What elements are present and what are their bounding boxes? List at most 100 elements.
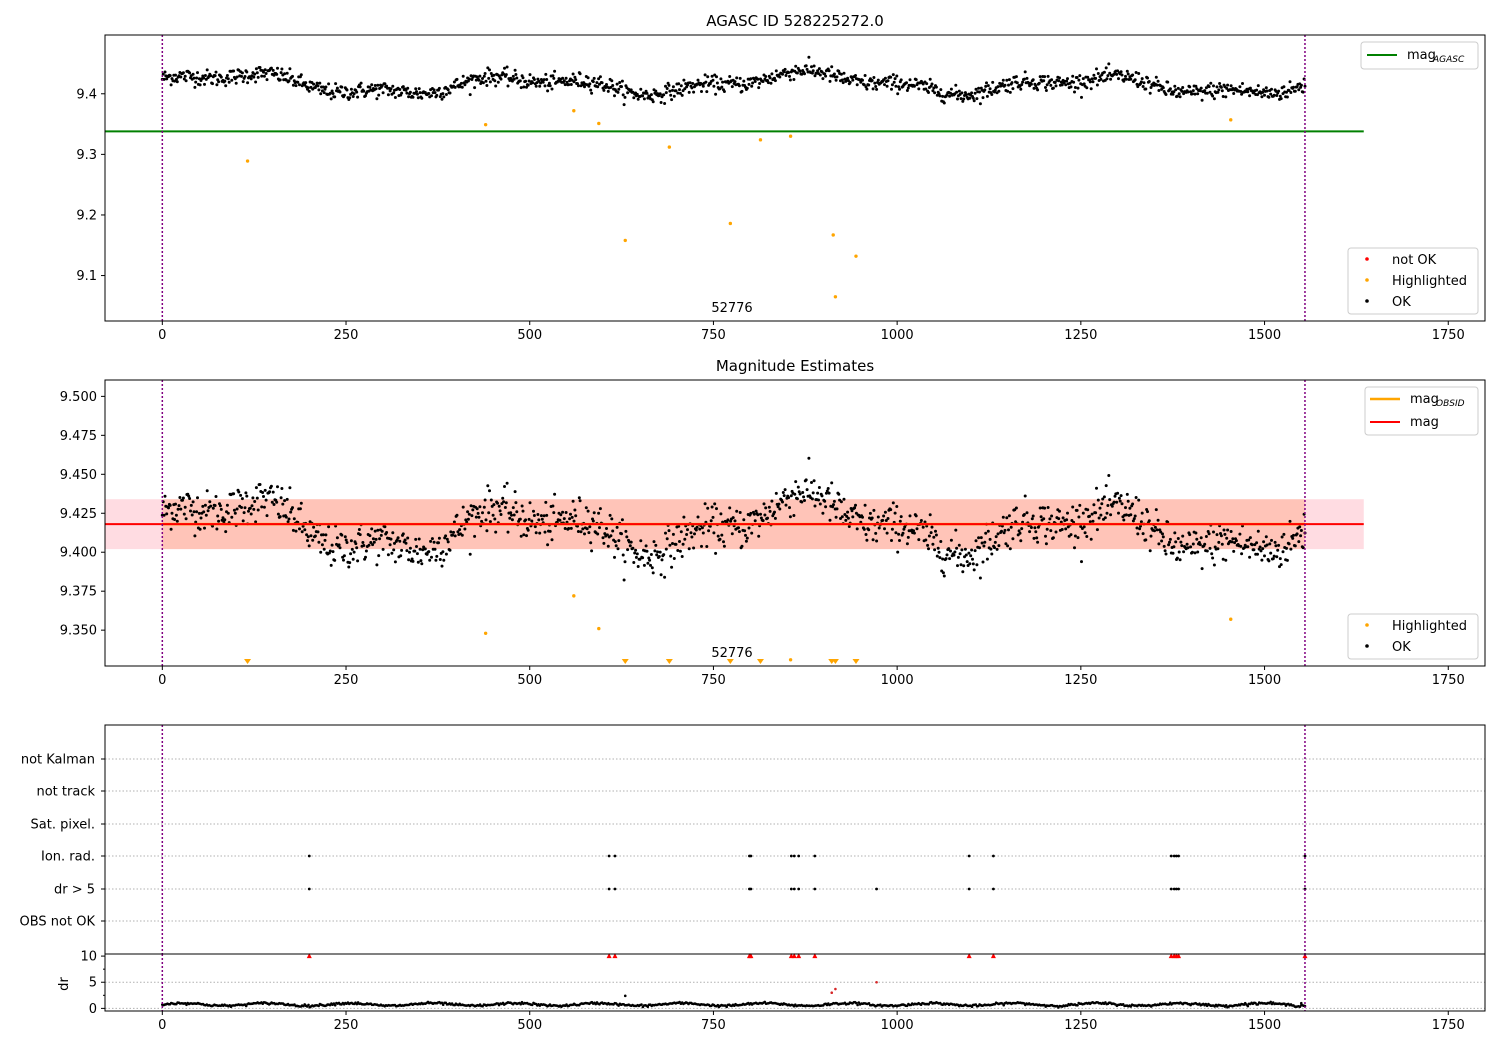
- ok-point: [163, 70, 167, 74]
- ok-point: [671, 88, 674, 92]
- ok-point: [391, 531, 395, 535]
- ok-point: [1174, 88, 1178, 92]
- ok-point: [442, 95, 446, 99]
- ok-point: [1003, 528, 1007, 532]
- ok-point: [414, 537, 418, 541]
- ok-point: [438, 558, 442, 561]
- ok-point: [411, 95, 415, 99]
- ok-point: [1180, 89, 1184, 93]
- ok-point: [1019, 539, 1023, 543]
- ok-point: [853, 506, 857, 510]
- ok-point: [939, 88, 943, 92]
- ok-point: [680, 555, 684, 558]
- ok-point: [583, 532, 586, 536]
- ok-point: [745, 86, 749, 90]
- ok-point: [743, 529, 747, 533]
- ok-point: [375, 563, 379, 567]
- ok-point: [404, 88, 408, 92]
- ok-point: [947, 547, 951, 551]
- ok-point: [1160, 539, 1164, 543]
- ok-point: [817, 498, 820, 502]
- ok-point: [793, 492, 797, 496]
- ok-point: [1256, 529, 1260, 533]
- ok-point: [1262, 540, 1266, 544]
- ok-point: [548, 529, 552, 533]
- ok-point: [610, 517, 614, 521]
- ok-point: [483, 498, 487, 502]
- ok-point: [662, 553, 666, 557]
- ok-point: [863, 503, 867, 507]
- highlighted-point: [1229, 617, 1233, 621]
- ok-point: [534, 84, 538, 88]
- ok-point: [841, 81, 845, 85]
- ok-point: [767, 505, 771, 509]
- ok-point: [349, 552, 353, 556]
- ok-point: [544, 72, 548, 76]
- ok-point: [563, 527, 567, 530]
- panel2-legend-points: Highlighted OK: [1347, 613, 1479, 660]
- ok-point: [1066, 525, 1070, 529]
- y-tick-label: 0: [89, 1002, 97, 1017]
- ok-point: [411, 559, 415, 563]
- ok-point: [756, 513, 760, 517]
- ok-point: [1136, 532, 1140, 536]
- ok-point: [281, 502, 285, 506]
- ok-point: [1011, 87, 1015, 91]
- ok-point: [1021, 80, 1025, 84]
- ok-point: [433, 91, 437, 95]
- ok-point: [1157, 542, 1161, 546]
- ok-point: [872, 508, 876, 512]
- ok-point: [722, 90, 726, 93]
- ok-point: [840, 515, 844, 519]
- ok-point: [890, 527, 894, 531]
- ok-point: [1285, 90, 1288, 94]
- ok-point: [390, 551, 394, 555]
- ok-point: [349, 539, 353, 543]
- ok-point: [437, 536, 441, 540]
- flag-point: [1174, 887, 1178, 891]
- ok-point: [1292, 85, 1295, 89]
- ok-point: [576, 530, 580, 533]
- ok-point: [1295, 85, 1299, 89]
- ok-point: [1161, 532, 1164, 536]
- ok-point: [1260, 558, 1264, 562]
- ok-point: [996, 85, 1000, 89]
- ok-point: [994, 535, 998, 539]
- ok-point: [1054, 84, 1058, 88]
- ok-point: [175, 519, 179, 523]
- ok-point: [162, 77, 166, 81]
- x-tick-label: 1250: [1064, 328, 1097, 343]
- ok-point: [1212, 84, 1215, 88]
- ok-point: [522, 533, 526, 537]
- ok-point: [1043, 506, 1047, 510]
- ok-point: [545, 78, 549, 81]
- ok-point: [1175, 556, 1179, 560]
- ok-point: [368, 534, 372, 538]
- ok-point: [1172, 90, 1176, 94]
- ok-point: [1082, 525, 1086, 529]
- ok-point: [1089, 87, 1093, 91]
- ok-point: [276, 512, 280, 516]
- ok-point: [686, 528, 689, 532]
- ok-point: [1126, 499, 1130, 503]
- ok-point: [973, 91, 977, 95]
- x-tick-label: 250: [334, 673, 359, 688]
- ok-point: [501, 496, 505, 500]
- ok-point: [512, 77, 516, 81]
- ok-point: [728, 506, 732, 510]
- ok-point: [502, 500, 506, 504]
- legend-mag: mag: [1410, 415, 1439, 430]
- ok-point: [721, 520, 725, 524]
- x-tick-label: 750: [701, 1018, 726, 1033]
- ok-point: [1059, 520, 1063, 524]
- ok-point: [1196, 92, 1200, 96]
- ok-point: [285, 71, 289, 75]
- ok-point: [338, 546, 342, 550]
- flag-point: [1174, 854, 1178, 858]
- dr-point: [530, 1003, 534, 1007]
- ok-point: [165, 512, 169, 516]
- ok-point: [313, 534, 317, 538]
- ok-point: [1219, 85, 1223, 89]
- ok-point: [1128, 506, 1132, 510]
- ok-point: [1091, 519, 1095, 523]
